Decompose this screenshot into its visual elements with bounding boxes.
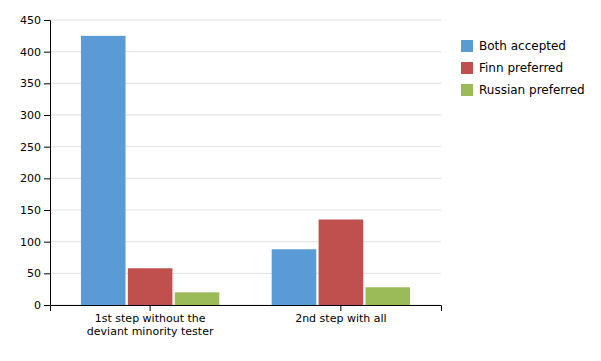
y-tick-label: 200 bbox=[20, 172, 41, 185]
y-tick-mark bbox=[44, 305, 50, 306]
y-tick-label: 250 bbox=[20, 141, 41, 154]
y-tick: 50 bbox=[27, 267, 50, 280]
bar bbox=[319, 220, 364, 306]
legend-item: Finn preferred bbox=[461, 61, 563, 75]
x-tick-mark bbox=[340, 305, 341, 311]
y-tick: 450 bbox=[20, 14, 50, 27]
bar bbox=[128, 268, 173, 305]
legend-label: Both accepted bbox=[479, 39, 566, 53]
bar bbox=[272, 249, 317, 305]
bar-series bbox=[81, 36, 316, 305]
legend-swatch bbox=[461, 84, 473, 96]
legend-item: Both accepted bbox=[461, 39, 566, 53]
x-tick-mark bbox=[150, 305, 151, 311]
chart: 0 50 100 150 200 250 300 350 400 450 1st step with… bbox=[0, 0, 601, 361]
x-tick: 1st step without thedeviant minority tes… bbox=[87, 305, 214, 338]
bar-series bbox=[128, 220, 363, 306]
legend-swatch bbox=[461, 62, 473, 74]
y-tick: 250 bbox=[20, 141, 50, 154]
legend-item: Russian preferred bbox=[461, 83, 585, 97]
y-tick-label: 450 bbox=[20, 14, 41, 27]
y-tick-mark bbox=[44, 178, 50, 179]
legend-label: Russian preferred bbox=[479, 83, 585, 97]
bars bbox=[81, 36, 410, 305]
y-tick: 100 bbox=[20, 236, 50, 249]
legend-swatch bbox=[461, 40, 473, 52]
y-tick-label: 300 bbox=[20, 109, 41, 122]
y-tick: 150 bbox=[20, 204, 50, 217]
x-axis: 1st step without thedeviant minority tes… bbox=[51, 305, 442, 338]
y-tick-mark bbox=[44, 210, 50, 211]
y-tick-label: 100 bbox=[20, 236, 41, 249]
y-tick: 300 bbox=[20, 109, 50, 122]
x-tick: 2nd step with all bbox=[295, 305, 386, 325]
x-tick-label: 2nd step with all bbox=[295, 312, 386, 325]
y-tick-label: 50 bbox=[27, 267, 41, 280]
y-tick-mark bbox=[44, 273, 50, 274]
legend: Both accepted Finn preferred Russian prefe… bbox=[461, 39, 585, 97]
y-tick-mark bbox=[44, 20, 50, 21]
y-tick: 350 bbox=[20, 77, 50, 90]
y-tick-label: 0 bbox=[34, 299, 41, 312]
y-tick: 0 bbox=[34, 299, 50, 312]
x-axis-line bbox=[51, 306, 442, 312]
grid bbox=[50, 20, 441, 305]
y-tick: 400 bbox=[20, 46, 50, 59]
y-tick-mark bbox=[44, 115, 50, 116]
y-axis-line bbox=[44, 21, 51, 306]
x-tick-label: 1st step without thedeviant minority tes… bbox=[87, 312, 214, 338]
y-tick: 200 bbox=[20, 172, 50, 185]
bar bbox=[365, 287, 410, 305]
y-tick-mark bbox=[44, 147, 50, 148]
y-axis: 0 50 100 150 200 250 300 350 400 450 bbox=[20, 14, 51, 312]
y-tick-label: 400 bbox=[20, 46, 41, 59]
bar bbox=[81, 36, 126, 305]
y-tick-mark bbox=[44, 52, 50, 53]
legend-label: Finn preferred bbox=[479, 61, 563, 75]
bar-series bbox=[175, 287, 410, 305]
y-tick-mark bbox=[44, 242, 50, 243]
y-tick-mark bbox=[44, 83, 50, 84]
grid-line bbox=[50, 20, 441, 21]
y-tick-label: 350 bbox=[20, 77, 41, 90]
bar bbox=[175, 292, 220, 305]
plot: 0 50 100 150 200 250 300 350 400 450 1st step with… bbox=[20, 14, 442, 338]
y-tick-label: 150 bbox=[20, 204, 41, 217]
